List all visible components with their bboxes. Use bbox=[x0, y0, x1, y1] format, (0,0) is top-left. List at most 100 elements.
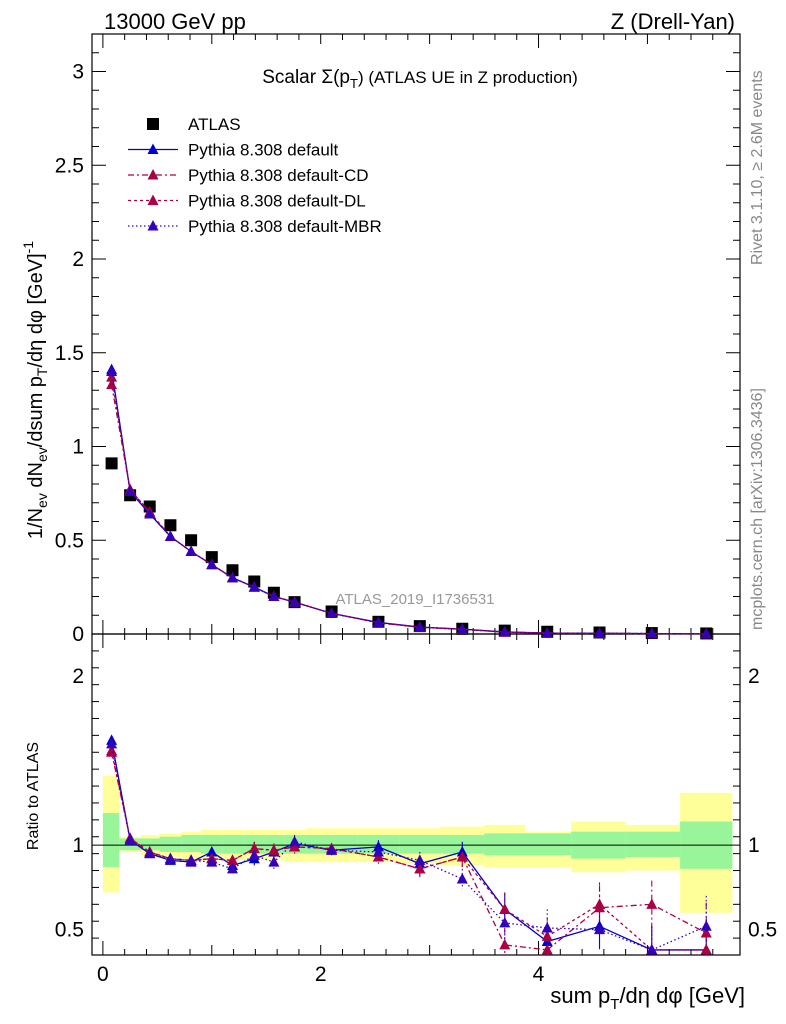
series-marker-dl bbox=[541, 930, 553, 941]
series-marker-mbr bbox=[268, 590, 280, 601]
series-marker-mbr bbox=[124, 834, 136, 845]
series-marker-mbr bbox=[248, 581, 260, 592]
series-marker-mbr bbox=[289, 596, 301, 607]
atlas-data-point bbox=[185, 534, 198, 547]
series-marker-mbr bbox=[372, 616, 384, 628]
y-tick-label-right: 0.5 bbox=[748, 919, 777, 942]
series-marker-mbr bbox=[700, 920, 712, 931]
main-plot-series bbox=[105, 363, 713, 640]
series-marker-mbr bbox=[206, 558, 218, 570]
series-marker-mbr bbox=[700, 627, 712, 639]
ratio-plot-axes: 0.5 0.5 1 1 2 2 0 2 4 bbox=[55, 633, 777, 986]
series-marker-mbr bbox=[164, 530, 176, 541]
series-marker-dl bbox=[700, 943, 712, 955]
x-tick-label: 2 bbox=[315, 963, 327, 986]
inner-band-bin bbox=[159, 836, 182, 852]
inner-band-bin bbox=[484, 833, 526, 856]
y-tick-label: 0 bbox=[72, 623, 84, 646]
axes-frame bbox=[91, 633, 741, 956]
ratio-y-axis-label: Ratio to ATLAS bbox=[25, 742, 42, 850]
series-marker-dl bbox=[594, 898, 606, 909]
series-marker-mbr bbox=[646, 943, 658, 955]
series-marker-cd bbox=[700, 927, 712, 938]
series-marker-dl bbox=[226, 854, 238, 865]
series-marker-mbr bbox=[164, 852, 176, 864]
legend-label: Pythia 8.308 default bbox=[188, 141, 339, 160]
legend-marker-atlas bbox=[147, 118, 159, 130]
series-marker-dl bbox=[106, 744, 118, 756]
series-marker-dl bbox=[106, 371, 118, 382]
series-marker-mbr bbox=[226, 571, 238, 583]
ratio-plot-series bbox=[106, 734, 712, 955]
inner-band-bin bbox=[399, 835, 441, 854]
legend-marker-dl bbox=[147, 194, 159, 205]
atlas-data-point bbox=[164, 519, 177, 532]
inner-band-bin bbox=[625, 831, 681, 858]
legend-marker-cd bbox=[147, 169, 159, 180]
inner-band-bin bbox=[141, 838, 160, 851]
series-marker-mbr bbox=[594, 627, 606, 638]
y-tick-label: 3 bbox=[72, 61, 84, 84]
series-marker-mbr bbox=[144, 847, 156, 859]
y-tick-label-right: 1 bbox=[748, 834, 760, 857]
y-tick-label: 2.5 bbox=[55, 154, 84, 177]
y-tick-label: 1.5 bbox=[55, 342, 84, 365]
legend-marker-mbr bbox=[147, 220, 159, 231]
series-marker-mbr bbox=[206, 856, 218, 867]
analysis-watermark: ATLAS_2019_I1736531 bbox=[335, 591, 494, 608]
series-marker-mbr bbox=[646, 627, 658, 639]
series-marker-mbr bbox=[124, 485, 136, 496]
header-left: 13000 GeV pp bbox=[104, 9, 246, 34]
series-marker-mbr bbox=[106, 737, 118, 749]
inner-band-bin bbox=[102, 813, 120, 868]
series-marker-cd bbox=[106, 378, 118, 390]
series-marker-mbr bbox=[144, 508, 156, 519]
legend-label: Pythia 8.308 default-DL bbox=[188, 192, 366, 211]
series-marker-mbr bbox=[456, 872, 468, 884]
series-marker-mbr bbox=[226, 862, 238, 874]
series-marker-mbr bbox=[594, 923, 606, 935]
series-marker-mbr bbox=[541, 627, 553, 638]
legend-marker-default bbox=[147, 143, 159, 154]
y-tick-label-right: 2 bbox=[748, 665, 760, 688]
series-marker-mbr bbox=[268, 856, 280, 867]
inner-band-bin bbox=[222, 835, 244, 854]
series-marker-mbr bbox=[326, 844, 338, 855]
series-marker-mbr bbox=[456, 623, 468, 634]
legend: ATLAS Pythia 8.308 default Pythia 8.308 de… bbox=[128, 115, 382, 236]
series-marker-cd bbox=[646, 898, 658, 909]
y-tick-label: 1 bbox=[72, 436, 84, 459]
y-tick-label: 0.5 bbox=[55, 919, 84, 942]
series-marker-mbr bbox=[326, 607, 338, 618]
x-tick-label: 4 bbox=[533, 963, 545, 986]
atlas-data-point bbox=[205, 551, 218, 564]
series-marker-mbr bbox=[541, 921, 553, 933]
atlas-data-point bbox=[105, 457, 118, 470]
series-marker-cd bbox=[499, 938, 511, 950]
x-tick-label: 0 bbox=[97, 963, 109, 986]
rivet-version-label: Rivet 3.1.10, ≥ 2.6M events bbox=[749, 70, 766, 265]
series-marker-mbr bbox=[185, 854, 197, 865]
series-marker-dl bbox=[456, 851, 468, 862]
x-axis-label: sum pT/dη dφ [GeV] bbox=[550, 983, 745, 1013]
inner-band-bin bbox=[181, 835, 201, 852]
legend-label: Pythia 8.308 default-CD bbox=[188, 166, 369, 185]
series-marker-dl bbox=[499, 903, 511, 914]
mcplots-label: mcplots.cern.ch [arXiv:1306.3436] bbox=[749, 388, 766, 630]
series-marker-mbr bbox=[499, 626, 511, 637]
series-marker-mbr bbox=[289, 835, 301, 847]
series-marker-mbr bbox=[499, 916, 511, 928]
series-marker-mbr bbox=[106, 365, 118, 376]
series-marker-mbr bbox=[414, 854, 426, 865]
series-marker-dl bbox=[268, 844, 280, 855]
main-y-axis-label: 1/Nev dNev/dsum pT/dη dφ [GeV]-1 bbox=[20, 241, 50, 539]
inner-band-bin bbox=[525, 833, 572, 856]
legend-label: ATLAS bbox=[188, 115, 241, 134]
header-right: Z (Drell-Yan) bbox=[611, 9, 735, 34]
plot-title: Scalar Σ(pT) (ATLAS UE in Z production) bbox=[262, 67, 578, 91]
y-tick-label: 1 bbox=[72, 834, 84, 857]
legend-label: Pythia 8.308 default-MBR bbox=[188, 217, 382, 236]
series-marker-mbr bbox=[248, 849, 260, 860]
ratio-uncertainty-bands bbox=[92, 775, 740, 913]
